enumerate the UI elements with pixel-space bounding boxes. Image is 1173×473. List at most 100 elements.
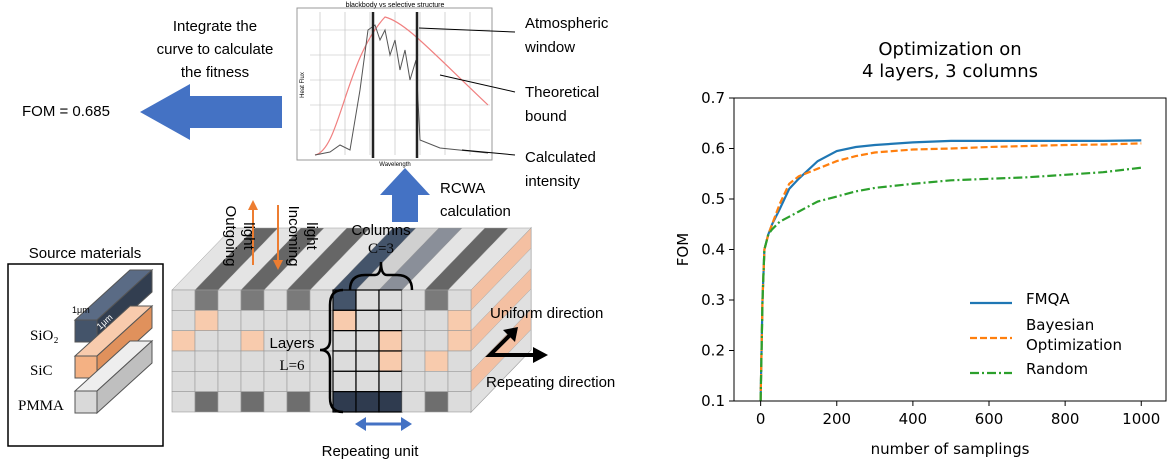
cell — [194, 289, 219, 311]
cell — [171, 330, 196, 352]
y-tick-label: 0.6 — [701, 140, 725, 158]
structure — [171, 226, 532, 414]
cell — [355, 289, 380, 311]
axes-frame — [733, 97, 1167, 402]
cell — [171, 371, 196, 392]
cell — [286, 310, 311, 331]
cell — [447, 310, 472, 331]
brace — [348, 261, 414, 291]
arrowhead — [355, 417, 366, 431]
chart-title: Optimization on — [878, 39, 1021, 60]
cell — [194, 310, 219, 331]
cell — [217, 330, 242, 352]
cell — [355, 350, 380, 372]
cell — [263, 310, 288, 331]
cell — [424, 350, 449, 372]
cell — [263, 371, 288, 392]
cell — [401, 310, 426, 331]
cell — [355, 370, 380, 393]
series-line — [759, 139, 1142, 402]
annotation: Source materials — [29, 245, 142, 262]
annotation: Theoretical — [525, 84, 599, 101]
cell — [424, 371, 449, 392]
cell — [286, 289, 311, 311]
cell — [378, 370, 403, 393]
x-tick-label: 0 — [756, 410, 766, 428]
cell — [171, 350, 196, 372]
arrowhead — [533, 347, 548, 363]
cell — [171, 391, 196, 413]
diagram: Integrate the curve to calculate the fit… — [7, 2, 615, 460]
cell — [424, 391, 449, 413]
material: SiO₂ — [30, 328, 59, 344]
annotation: Repeating direction — [486, 374, 615, 391]
arrowhead — [273, 260, 283, 270]
y-tick-label: 0.7 — [701, 89, 725, 107]
bar-front — [74, 390, 98, 414]
cell — [171, 289, 196, 311]
cell — [217, 371, 242, 392]
cell — [240, 330, 265, 352]
legend-label: Random — [1026, 360, 1088, 378]
cell — [194, 330, 219, 352]
arrowhead — [401, 417, 412, 431]
inset-ylabel: Heat Flux — [300, 72, 306, 98]
note: Integrate the — [173, 18, 257, 35]
x-tick-label: 200 — [822, 410, 851, 428]
cell — [447, 391, 472, 413]
arrowhead — [503, 327, 518, 342]
legend-label: FMQA — [1026, 290, 1070, 308]
cell — [286, 391, 311, 413]
cell — [378, 309, 403, 332]
cell — [217, 350, 242, 372]
y-axis-label: FOM — [674, 233, 692, 266]
series-line — [759, 166, 1142, 402]
y-tick-label: 0.2 — [701, 342, 725, 360]
annotation: L=6 — [279, 358, 305, 374]
material-bars — [73, 268, 154, 415]
annotation: bound — [525, 108, 567, 125]
annotation: Atmospheric — [525, 15, 609, 32]
cell — [332, 370, 357, 393]
cell — [194, 350, 219, 372]
cell — [263, 289, 288, 311]
x-tick-label: 1000 — [1122, 410, 1160, 428]
cell — [240, 391, 265, 413]
annotation: Layers — [269, 335, 314, 352]
annotation: Columns — [351, 222, 410, 239]
material: PMMA — [18, 398, 64, 414]
arrowhead — [248, 200, 258, 210]
inset-xlabel: Wavelength — [379, 162, 410, 168]
x-tick-label: 800 — [1051, 410, 1080, 428]
y-tick-label: 0.1 — [701, 392, 725, 410]
cell — [332, 330, 357, 352]
inset-title: blackbody vs selective structure — [346, 2, 445, 9]
note: the fitness — [181, 64, 249, 81]
annotation: Outgoing — [222, 206, 239, 267]
cell — [240, 371, 265, 392]
y-tick-label: 0.3 — [701, 291, 725, 309]
legend-label: Bayesian Optimization — [1026, 316, 1122, 354]
annotation: intensity — [525, 173, 581, 190]
bar-front — [74, 319, 98, 343]
leader — [418, 27, 516, 33]
annotation: Repeating unit — [322, 443, 420, 460]
chart: Optimization on4 layers, 3 columns number… — [674, 39, 1167, 458]
annotation: light — [303, 222, 320, 250]
fom-label: FOM = 0.685 — [22, 103, 110, 120]
arrow — [140, 84, 282, 140]
cell — [240, 350, 265, 372]
material: SiC — [30, 363, 53, 379]
cell — [332, 350, 357, 372]
cell — [240, 310, 265, 331]
cell — [378, 391, 403, 413]
annotation: C=3 — [368, 241, 394, 257]
leader — [439, 74, 516, 93]
cell — [401, 350, 426, 372]
chart-title: 4 layers, 3 columns — [862, 61, 1038, 82]
cell — [378, 330, 403, 352]
arrow — [380, 168, 430, 222]
cell — [217, 289, 242, 311]
direction-arrows — [485, 331, 535, 357]
